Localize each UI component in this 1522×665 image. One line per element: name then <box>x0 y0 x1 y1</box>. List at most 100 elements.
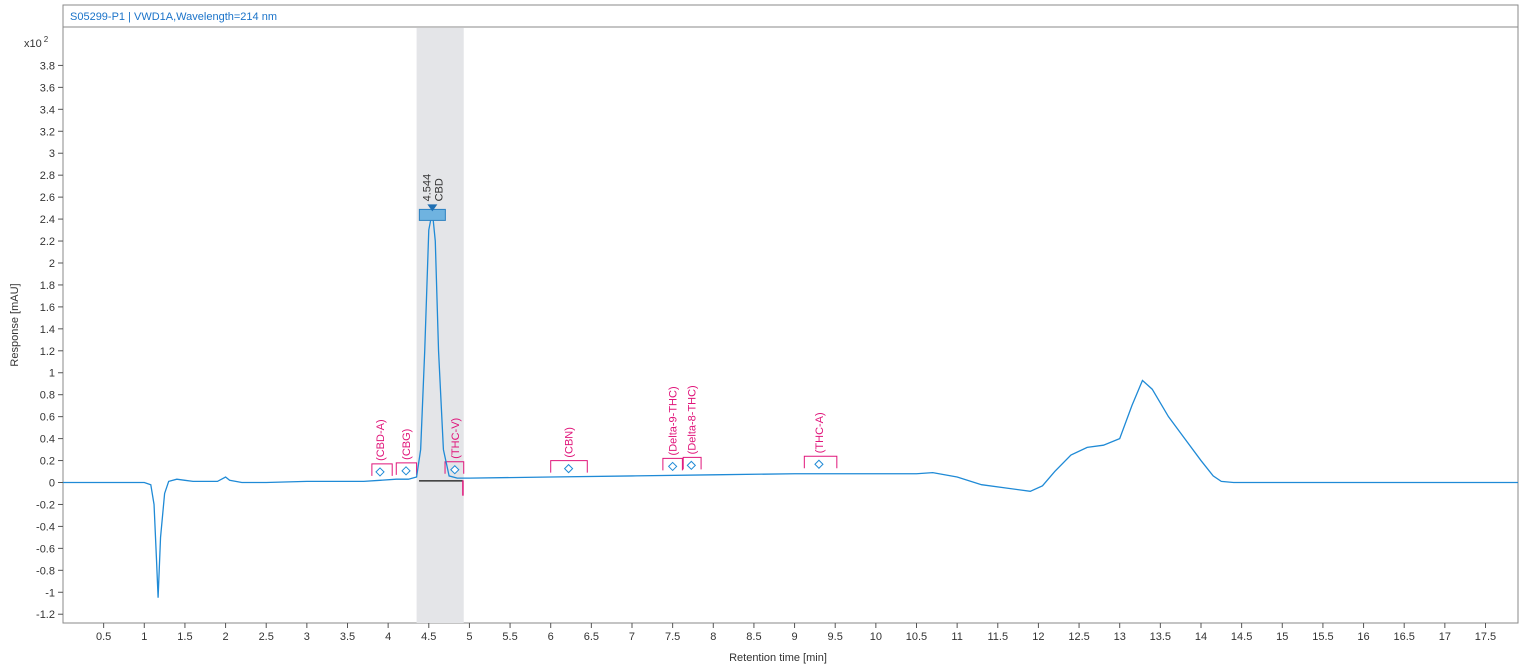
compound-window: (CBG) <box>395 429 418 476</box>
compound-window-bracket <box>803 455 838 469</box>
x-tick-label: 3 <box>304 631 310 643</box>
y-tick-label: 2 <box>49 258 55 270</box>
x-tick-label: 6 <box>548 631 554 643</box>
compound-marker-diamond <box>450 465 460 475</box>
peak-label: 4.544CBD <box>421 174 445 202</box>
compound-label: (CBD-A) <box>375 419 387 461</box>
x-tick-label: 12.5 <box>1068 631 1089 643</box>
compound-label: (CBN) <box>564 427 576 458</box>
y-tick-label: 1.4 <box>40 324 55 336</box>
y-tick-label: 1.8 <box>40 280 55 292</box>
y-tick-label: 1 <box>49 368 55 380</box>
x-tick-label: 0.5 <box>96 631 111 643</box>
x-tick-label: 9 <box>792 631 798 643</box>
x-tick-label: 10.5 <box>906 631 927 643</box>
x-tick-label: 1 <box>141 631 147 643</box>
x-tick-label: 8 <box>710 631 716 643</box>
chart-title: S05299-P1 | VWD1A,Wavelength=214 nm <box>70 11 277 23</box>
y-tick-label: 3.8 <box>40 60 55 72</box>
y-tick-label: 0.4 <box>40 434 55 446</box>
x-tick-label: 1.5 <box>177 631 192 643</box>
compound-window-bracket <box>682 456 702 470</box>
compound-marker-diamond <box>375 467 385 477</box>
x-tick-label: 11.5 <box>987 631 1008 643</box>
y-tick-label: 0 <box>49 478 55 490</box>
x-tick-label: 3.5 <box>340 631 355 643</box>
y-tick-label: -1 <box>45 587 55 599</box>
compound-label: (THC-V) <box>450 418 462 459</box>
peak-retention-time: 4.544 <box>421 174 433 202</box>
x-tick-label: 14 <box>1195 631 1207 643</box>
peak-apex-marker <box>427 204 438 212</box>
x-tick-label: 10 <box>870 631 882 643</box>
x-tick-label: 2 <box>223 631 229 643</box>
x-tick-label: 17 <box>1439 631 1451 643</box>
x-tick-label: 5 <box>466 631 472 643</box>
y-tick-label: 2.8 <box>40 170 55 182</box>
y-tick-label: 0.8 <box>40 390 55 402</box>
title-bar <box>62 4 1519 28</box>
y-tick-label: 3.6 <box>40 82 55 94</box>
compound-window-bracket <box>550 460 588 473</box>
y-multiplier-base: x10 <box>24 38 42 50</box>
compound-marker-diamond <box>667 461 678 472</box>
compound-label: (CBG) <box>401 429 413 460</box>
x-tick-label: 4 <box>385 631 391 643</box>
compound-window: (Delta-8-THC) <box>682 385 702 471</box>
y-tick-label: 2.2 <box>40 236 55 248</box>
y-multiplier: x10 2 <box>24 35 49 50</box>
compound-window: (THC-V) <box>444 418 465 475</box>
y-tick-label: 2.4 <box>40 214 55 226</box>
x-tick-label: 7 <box>629 631 635 643</box>
y-tick-label: -0.4 <box>36 521 55 533</box>
y-tick-label: 3.4 <box>40 104 55 116</box>
y-tick-label: 1.6 <box>40 302 55 314</box>
series-layer <box>63 211 1518 598</box>
compound-label: (Delta-9-THC) <box>668 386 680 455</box>
x-tick-label: 16.5 <box>1393 631 1414 643</box>
tick-layer: 0.5 1 1.5 2 2.5 3 3.5 4 4.5 5 5.5 6 6.5 7 7.5 8 8.5 9 9.5 1… <box>36 60 1496 643</box>
x-tick-label: 2.5 <box>259 631 274 643</box>
integration-highlight <box>416 28 464 623</box>
x-tick-label: 15 <box>1276 631 1288 643</box>
compound-marker-diamond <box>401 466 411 476</box>
y-tick-label: -0.2 <box>36 499 55 511</box>
x-tick-label: 4.5 <box>421 631 436 643</box>
compound-window: (CBD-A) <box>371 419 393 477</box>
y-tick-label: 0.2 <box>40 456 55 468</box>
y-multiplier-exponent: 2 <box>44 35 49 44</box>
compound-marker-diamond <box>814 459 824 469</box>
x-tick-label: 6.5 <box>584 631 599 643</box>
y-tick-label: 0.6 <box>40 412 55 424</box>
compound-window-bracket <box>371 463 393 476</box>
compound-window-bracket <box>395 462 418 475</box>
compound-label: (Delta-8-THC) <box>686 385 698 454</box>
peak-annotation: 4.544CBD <box>418 174 446 221</box>
peak-layer: 4.544CBD <box>418 174 446 221</box>
compound-window-bracket <box>662 457 683 471</box>
compound-window: (Delta-9-THC) <box>662 386 683 472</box>
x-tick-label: 16 <box>1357 631 1369 643</box>
y-tick-label: -0.8 <box>36 565 55 577</box>
compound-marker-diamond <box>563 463 574 474</box>
x-tick-label: 11 <box>951 631 962 643</box>
x-tick-label: 9.5 <box>828 631 843 643</box>
y-tick-label: 1.2 <box>40 346 55 358</box>
x-tick-label: 13 <box>1114 631 1126 643</box>
x-tick-label: 14.5 <box>1231 631 1252 643</box>
x-tick-label: 15.5 <box>1312 631 1333 643</box>
y-tick-label: 3.2 <box>40 126 55 138</box>
x-tick-label: 17.5 <box>1475 631 1496 643</box>
peak-name: CBD <box>433 178 445 201</box>
compound-label: (THC-A) <box>814 412 826 453</box>
x-tick-label: 13.5 <box>1150 631 1171 643</box>
compound-window-layer: (CBD-A) (CBG) (THC-V) (CBN) (Delta-9-THC) (De… <box>371 385 838 496</box>
y-tick-label: -1.2 <box>36 609 55 621</box>
plot-area <box>62 26 1519 624</box>
x-axis-title: Retention time [min] <box>729 652 827 664</box>
x-tick-label: 5.5 <box>502 631 517 643</box>
compound-window: (CBN) <box>550 427 588 474</box>
x-tick-label: 7.5 <box>665 631 680 643</box>
x-tick-label: 12 <box>1032 631 1044 643</box>
